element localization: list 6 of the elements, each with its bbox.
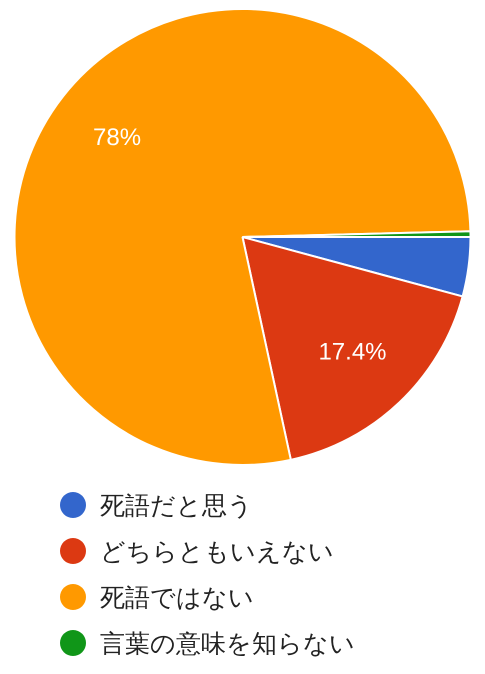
legend-label: 言葉の意味を知らない <box>100 628 355 660</box>
legend-label: どちらともいえない <box>100 536 334 568</box>
legend-label: 死語だと思う <box>100 490 253 522</box>
legend-label: 死語ではない <box>100 582 254 614</box>
data-label: 17.4% <box>318 338 387 366</box>
data-label: 78% <box>92 124 142 152</box>
